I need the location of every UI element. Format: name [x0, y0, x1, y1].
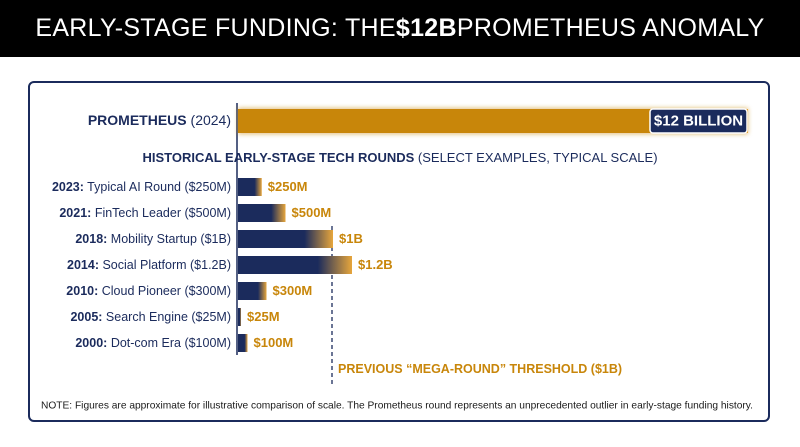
- row-bar: [238, 334, 248, 352]
- threshold-label: PREVIOUS “MEGA-ROUND” THRESHOLD ($1B): [338, 362, 622, 376]
- row-bar: [238, 282, 267, 300]
- row-value-label: $250M: [268, 179, 308, 194]
- row-value-label: $1B: [339, 231, 363, 246]
- page-header: EARLY-STAGE FUNDING: THE $12B PROMETHEUS…: [0, 0, 800, 57]
- row-bar: [238, 256, 352, 274]
- row-bar: [238, 178, 262, 196]
- row-value-label: $300M: [273, 283, 313, 298]
- title-highlight: $12B: [395, 14, 457, 42]
- chart-panel: [28, 81, 770, 422]
- row-label: 2021: FinTech Leader ($500M): [59, 206, 231, 220]
- row-value-label: $100M: [254, 335, 294, 350]
- row-bar: [238, 204, 286, 222]
- section-title: HISTORICAL EARLY-STAGE TECH ROUNDS (SELE…: [142, 150, 657, 165]
- row-value-label: $1.2B: [358, 257, 393, 272]
- featured-value-label: $12 BILLION: [654, 112, 743, 129]
- footnote: NOTE: Figures are approximate for illust…: [41, 401, 753, 412]
- row-label: 2010: Cloud Pioneer ($300M): [66, 284, 231, 298]
- row-label: 2014: Social Platform ($1.2B): [67, 258, 231, 272]
- row-label: 2005: Search Engine ($25M): [70, 310, 231, 324]
- featured-value-badge: [649, 108, 748, 134]
- row-value-label: $500M: [292, 205, 332, 220]
- row-label: 2018: Mobility Startup ($1B): [75, 232, 231, 246]
- row-bar: [238, 308, 241, 326]
- row-value-label: $25M: [247, 309, 280, 324]
- title-prefix: EARLY-STAGE FUNDING: THE: [35, 14, 396, 42]
- row-label: 2023: Typical AI Round ($250M): [52, 180, 231, 194]
- title-suffix: PROMETHEUS ANOMALY: [456, 14, 765, 42]
- row-label: 2000: Dot-com Era ($100M): [75, 336, 231, 350]
- row-bar: [238, 230, 333, 248]
- featured-label: PROMETHEUS (2024): [88, 112, 231, 128]
